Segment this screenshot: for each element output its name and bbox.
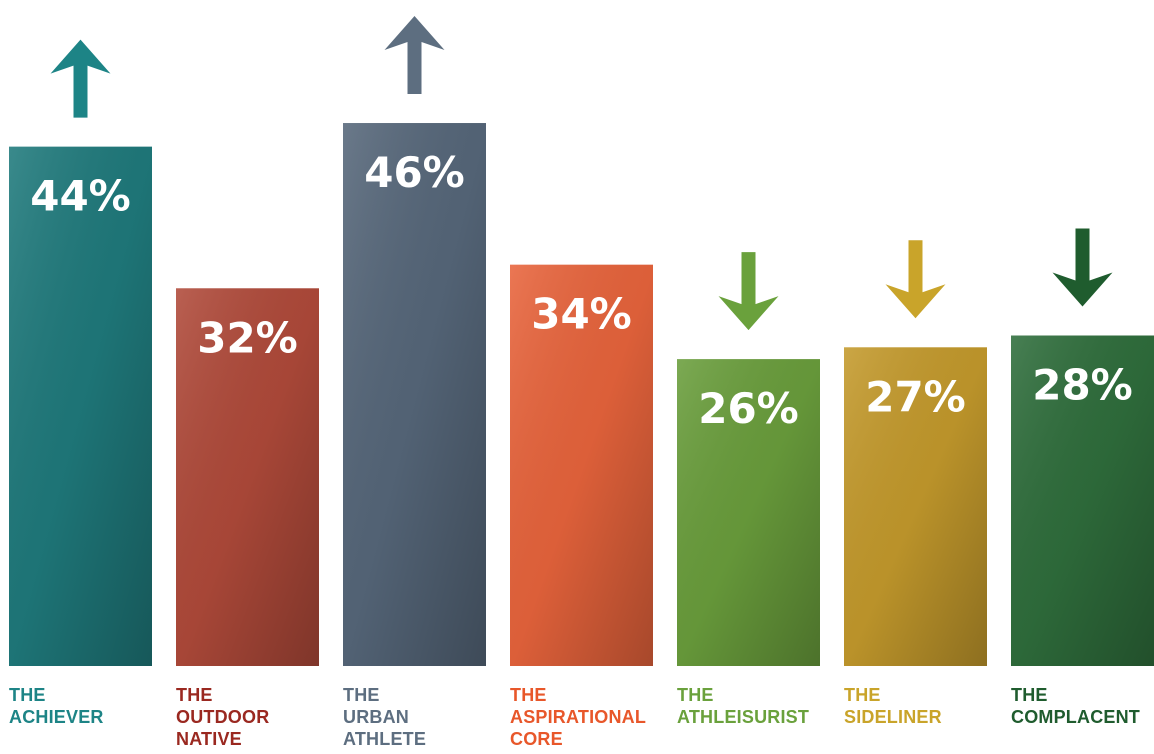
value-label: 28% — [1032, 361, 1133, 410]
trend-arrow — [1053, 229, 1113, 307]
bar-shade — [343, 123, 486, 666]
category-label: THE ASPIRATIONAL CORE — [510, 684, 646, 750]
trend-arrow — [886, 240, 946, 318]
value-label: 34% — [531, 290, 632, 339]
chart: 44% 32% 46% 34% 26% 27% 28% — [0, 0, 1154, 754]
bar-shade — [9, 147, 152, 666]
category-label: THE URBAN ATHLETE — [343, 684, 426, 750]
trend-arrow — [719, 252, 779, 330]
trend-arrow — [51, 40, 111, 118]
page: {"chart_data": {"type": "bar", "categori… — [0, 0, 1154, 754]
value-label: 44% — [30, 172, 131, 221]
category-label: THE COMPLACENT — [1011, 684, 1140, 728]
value-label: 26% — [698, 384, 799, 433]
category-label: THE ACHIEVER — [9, 684, 104, 728]
value-label: 27% — [865, 372, 966, 421]
category-label: THE SIDELINER — [844, 684, 942, 728]
trend-arrow — [385, 16, 445, 94]
value-label: 32% — [197, 313, 298, 362]
value-label: 46% — [364, 148, 465, 197]
category-label: THE ATHLEISURIST — [677, 684, 809, 728]
category-label: THE OUTDOOR NATIVE — [176, 684, 269, 750]
